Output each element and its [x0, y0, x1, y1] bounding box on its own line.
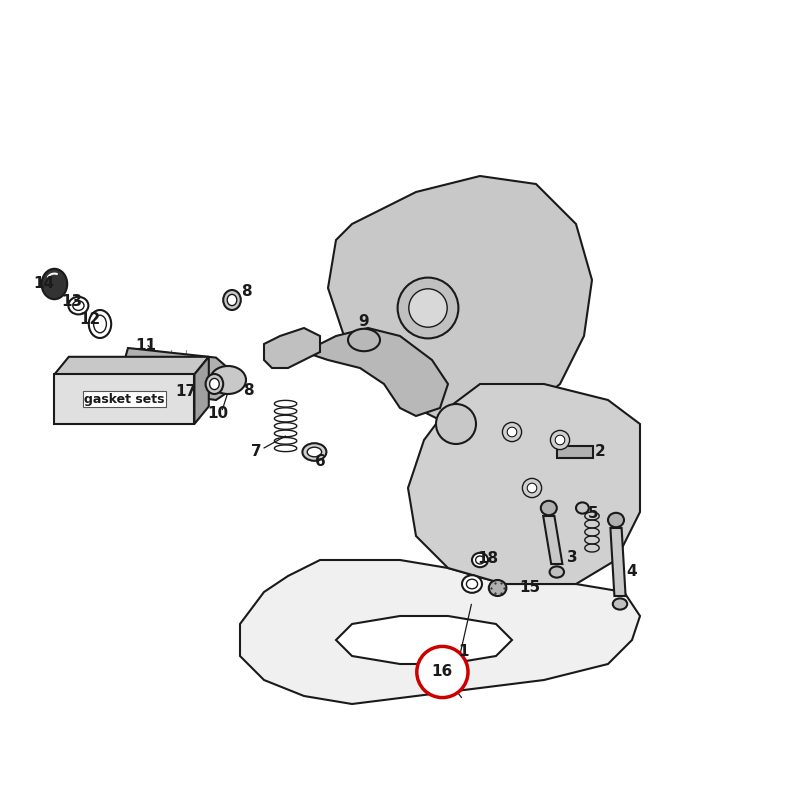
- Ellipse shape: [576, 502, 589, 514]
- Polygon shape: [240, 560, 640, 704]
- Polygon shape: [543, 516, 562, 564]
- Ellipse shape: [94, 315, 106, 333]
- Circle shape: [436, 404, 476, 444]
- Polygon shape: [408, 384, 640, 584]
- Polygon shape: [304, 328, 448, 416]
- Circle shape: [409, 289, 447, 327]
- Ellipse shape: [550, 566, 564, 578]
- Text: 12: 12: [79, 313, 100, 327]
- Text: 16: 16: [432, 665, 453, 679]
- Ellipse shape: [210, 378, 219, 390]
- Circle shape: [417, 646, 468, 698]
- Text: 14: 14: [34, 276, 54, 290]
- Text: 6: 6: [314, 454, 326, 469]
- Text: 5: 5: [588, 506, 599, 521]
- Ellipse shape: [206, 374, 223, 394]
- Ellipse shape: [89, 310, 111, 338]
- Text: gasket sets: gasket sets: [84, 393, 165, 406]
- Text: 3: 3: [566, 550, 578, 565]
- Ellipse shape: [466, 579, 478, 589]
- Ellipse shape: [73, 301, 84, 310]
- Ellipse shape: [227, 294, 237, 306]
- Polygon shape: [194, 357, 209, 424]
- Ellipse shape: [489, 580, 506, 596]
- Text: 9: 9: [358, 314, 370, 329]
- Ellipse shape: [223, 290, 241, 310]
- Ellipse shape: [613, 598, 627, 610]
- Circle shape: [522, 478, 542, 498]
- Ellipse shape: [462, 575, 482, 593]
- Polygon shape: [120, 348, 228, 400]
- Text: 2: 2: [594, 445, 606, 459]
- Text: 13: 13: [62, 294, 82, 309]
- Bar: [557, 446, 593, 458]
- Ellipse shape: [210, 366, 246, 394]
- Text: 15: 15: [519, 581, 540, 595]
- Text: 10: 10: [207, 406, 228, 421]
- Text: 18: 18: [478, 551, 498, 566]
- Text: 4: 4: [626, 565, 638, 579]
- Circle shape: [398, 278, 458, 338]
- Circle shape: [527, 483, 537, 493]
- Polygon shape: [328, 176, 592, 432]
- Ellipse shape: [541, 501, 557, 515]
- Ellipse shape: [472, 553, 488, 567]
- Circle shape: [550, 430, 570, 450]
- Ellipse shape: [475, 556, 485, 564]
- Circle shape: [502, 422, 522, 442]
- FancyBboxPatch shape: [54, 374, 194, 424]
- Polygon shape: [54, 357, 209, 374]
- Text: 7: 7: [250, 445, 262, 459]
- Text: 11: 11: [135, 338, 156, 353]
- Text: 17: 17: [175, 385, 196, 399]
- Ellipse shape: [302, 443, 326, 461]
- Circle shape: [507, 427, 517, 437]
- Ellipse shape: [608, 513, 624, 527]
- Ellipse shape: [307, 447, 322, 457]
- Text: 8: 8: [242, 383, 254, 398]
- Ellipse shape: [348, 329, 380, 351]
- Ellipse shape: [69, 297, 89, 314]
- Text: 1: 1: [458, 645, 470, 659]
- Text: 8: 8: [241, 285, 252, 299]
- Ellipse shape: [42, 269, 67, 299]
- Polygon shape: [264, 328, 320, 368]
- Circle shape: [555, 435, 565, 445]
- Polygon shape: [336, 616, 512, 664]
- Polygon shape: [610, 528, 626, 596]
